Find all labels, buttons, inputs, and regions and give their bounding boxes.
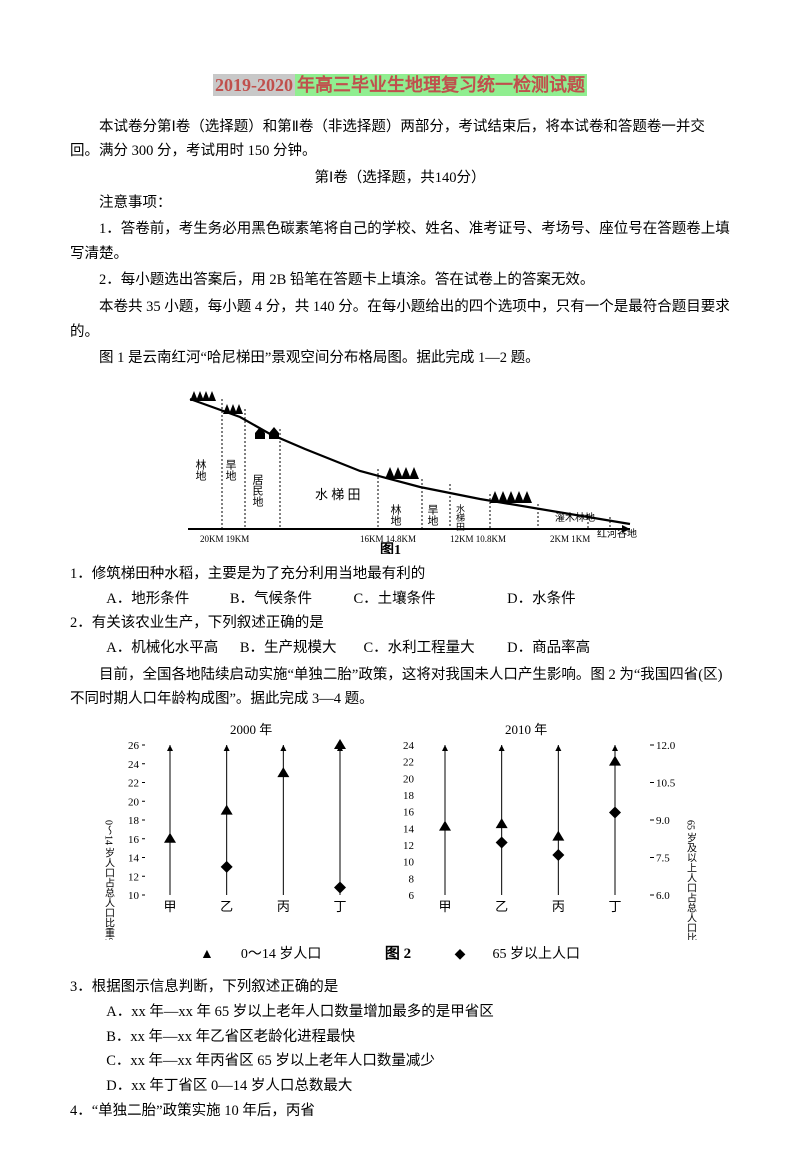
svg-text:灌木林地: 灌木林地 bbox=[555, 511, 595, 524]
svg-text:20KM 19KM: 20KM 19KM bbox=[200, 534, 249, 544]
figure-2: 2000 年 0～14 岁人口占总人口比重% 10 12 14 16 18 20 22 24 26 甲… bbox=[70, 720, 730, 968]
q3-opt-d: D．xx 年丁省区 0—14 岁人口总数最大 bbox=[106, 1074, 730, 1099]
legend-diamond: ◆ 65 岁以上人口 bbox=[455, 947, 600, 962]
q2-stem: 2．有关该农业生产，下列叙述正确的是 bbox=[70, 611, 730, 636]
q3-options: A．xx 年—xx 年 65 岁以上老年人口数量增加最多的是甲省区 B．xx 年… bbox=[70, 1000, 730, 1099]
notice-2: 2．每小题选出答案后，用 2B 铅笔在答题卡上填涂。答在试卷上的答案无效。 bbox=[70, 268, 730, 293]
svg-text:2010 年: 2010 年 bbox=[505, 722, 547, 737]
q1-opt-a: A．地形条件 bbox=[106, 587, 226, 612]
q2-opt-d: D．商品率高 bbox=[507, 636, 590, 661]
title-year: 2019-2020 bbox=[213, 74, 295, 96]
svg-text:10.5: 10.5 bbox=[656, 777, 676, 789]
svg-text:9.0: 9.0 bbox=[656, 815, 670, 827]
svg-text:6.0: 6.0 bbox=[656, 890, 670, 902]
svg-text:18: 18 bbox=[128, 815, 140, 827]
title-rest: 年高三毕业生地理复习统一检测试题 bbox=[295, 74, 587, 96]
svg-text:7.5: 7.5 bbox=[656, 852, 670, 864]
svg-text:24: 24 bbox=[403, 740, 415, 752]
svg-text:丙: 丙 bbox=[277, 899, 290, 914]
svg-text:水 梯 田: 水 梯 田 bbox=[315, 487, 361, 502]
figure-1: 林地 旱地 居民地 水 梯 田 林地 旱地 水梯田 灌木林地 红河谷地 20KM… bbox=[70, 379, 730, 554]
notice-label: 注意事项： bbox=[70, 191, 730, 216]
svg-text:16: 16 bbox=[128, 834, 140, 846]
svg-text:林地: 林地 bbox=[194, 458, 207, 481]
svg-text:旱地: 旱地 bbox=[426, 504, 439, 526]
svg-text:0～14 岁人口占总人口比重%: 0～14 岁人口占总人口比重% bbox=[103, 820, 115, 940]
svg-text:12: 12 bbox=[128, 871, 139, 883]
svg-text:12.0: 12.0 bbox=[656, 740, 676, 752]
fig1-intro: 图 1 是云南红河“哈尼梯田”景观空间分布格局图。据此完成 1—2 题。 bbox=[70, 346, 730, 371]
svg-text:6: 6 bbox=[409, 890, 415, 902]
fig2-caption: 图 2 bbox=[385, 946, 411, 962]
svg-text:林地: 林地 bbox=[389, 503, 402, 526]
svg-text:2000 年: 2000 年 bbox=[230, 722, 272, 737]
svg-text:图1: 图1 bbox=[380, 542, 401, 554]
page-title: 2019-2020年高三毕业生地理复习统一检测试题 bbox=[70, 70, 730, 101]
svg-text:旱地: 旱地 bbox=[224, 459, 237, 481]
svg-text:丁: 丁 bbox=[333, 899, 346, 914]
intro-p1: 本试卷分第Ⅰ卷（选择题）和第Ⅱ卷（非选择题）两部分，考试结束后，将本试卷和答题卷… bbox=[70, 115, 730, 164]
q3-stem: 3．根据图示信息判断，下列叙述正确的是 bbox=[70, 975, 730, 1000]
fig2-intro: 目前，全国各地陆续启动实施“单独二胎”政策，这将对我国未人口产生影响。图 2 为… bbox=[70, 663, 730, 712]
svg-text:22: 22 bbox=[128, 777, 139, 789]
svg-text:26: 26 bbox=[128, 740, 140, 752]
q2-options: A．机械化水平高 B．生产规模大 C．水利工程量大 D．商品率高 bbox=[70, 636, 730, 661]
q1-opt-c: C．土壤条件 bbox=[354, 587, 504, 612]
q1-options: A．地形条件 B．气候条件 C．土壤条件 D．水条件 bbox=[70, 587, 730, 612]
q1-stem: 1．修筑梯田种水稻，主要是为了充分利用当地最有利的 bbox=[70, 562, 730, 587]
svg-text:65 岁及以上人口占总人口比重%: 65 岁及以上人口占总人口比重% bbox=[685, 820, 697, 940]
svg-text:居民地: 居民地 bbox=[251, 474, 264, 507]
svg-text:乙: 乙 bbox=[495, 899, 508, 914]
notice-3: 本卷共 35 小题，每小题 4 分，共 140 分。在每小题给出的四个选项中，只… bbox=[70, 295, 730, 344]
svg-text:10: 10 bbox=[128, 890, 140, 902]
svg-text:丙: 丙 bbox=[552, 899, 565, 914]
svg-text:24: 24 bbox=[128, 759, 140, 771]
svg-text:12KM 10.8KM: 12KM 10.8KM bbox=[450, 534, 506, 544]
q4-stem: 4．“单独二胎”政策实施 10 年后，丙省 bbox=[70, 1099, 730, 1124]
svg-text:2KM 1KM: 2KM 1KM bbox=[550, 534, 590, 544]
q1-opt-b: B．气候条件 bbox=[230, 587, 350, 612]
svg-text:18: 18 bbox=[403, 790, 415, 802]
legend-triangle: ▲ 0～14 岁人口 bbox=[200, 947, 341, 962]
q3-opt-a: A．xx 年—xx 年 65 岁以上老年人口数量增加最多的是甲省区 bbox=[106, 1000, 730, 1025]
svg-text:丁: 丁 bbox=[608, 899, 621, 914]
q2-opt-c: C．水利工程量大 bbox=[364, 636, 504, 661]
section-header: 第Ⅰ卷（选择题，共140分） bbox=[70, 166, 730, 191]
svg-text:16: 16 bbox=[403, 807, 415, 819]
q2-opt-b: B．生产规模大 bbox=[240, 636, 360, 661]
svg-text:22: 22 bbox=[403, 757, 414, 769]
q3-opt-b: B．xx 年—xx 年乙省区老龄化进程最快 bbox=[106, 1025, 730, 1050]
svg-text:8: 8 bbox=[409, 873, 415, 885]
svg-text:红河谷地: 红河谷地 bbox=[597, 527, 637, 540]
svg-text:水梯田: 水梯田 bbox=[455, 503, 465, 532]
q1-opt-d: D．水条件 bbox=[507, 587, 575, 612]
svg-text:甲: 甲 bbox=[438, 899, 451, 914]
svg-text:乙: 乙 bbox=[220, 899, 233, 914]
svg-text:14: 14 bbox=[128, 852, 140, 864]
svg-text:10: 10 bbox=[403, 857, 415, 869]
svg-text:12: 12 bbox=[403, 840, 414, 852]
svg-text:甲: 甲 bbox=[163, 899, 176, 914]
fig2-legend: ▲ 0～14 岁人口 图 2 ◆ 65 岁以上人口 bbox=[70, 942, 730, 968]
q2-opt-a: A．机械化水平高 bbox=[106, 636, 236, 661]
svg-text:14: 14 bbox=[403, 823, 415, 835]
svg-text:20: 20 bbox=[403, 773, 415, 785]
notice-1: 1．答卷前，考生务必用黑色碳素笔将自己的学校、姓名、准考证号、考场号、座位号在答… bbox=[70, 217, 730, 266]
q3-opt-c: C．xx 年—xx 年丙省区 65 岁以上老年人口数量减少 bbox=[106, 1049, 730, 1074]
svg-text:20: 20 bbox=[128, 796, 140, 808]
